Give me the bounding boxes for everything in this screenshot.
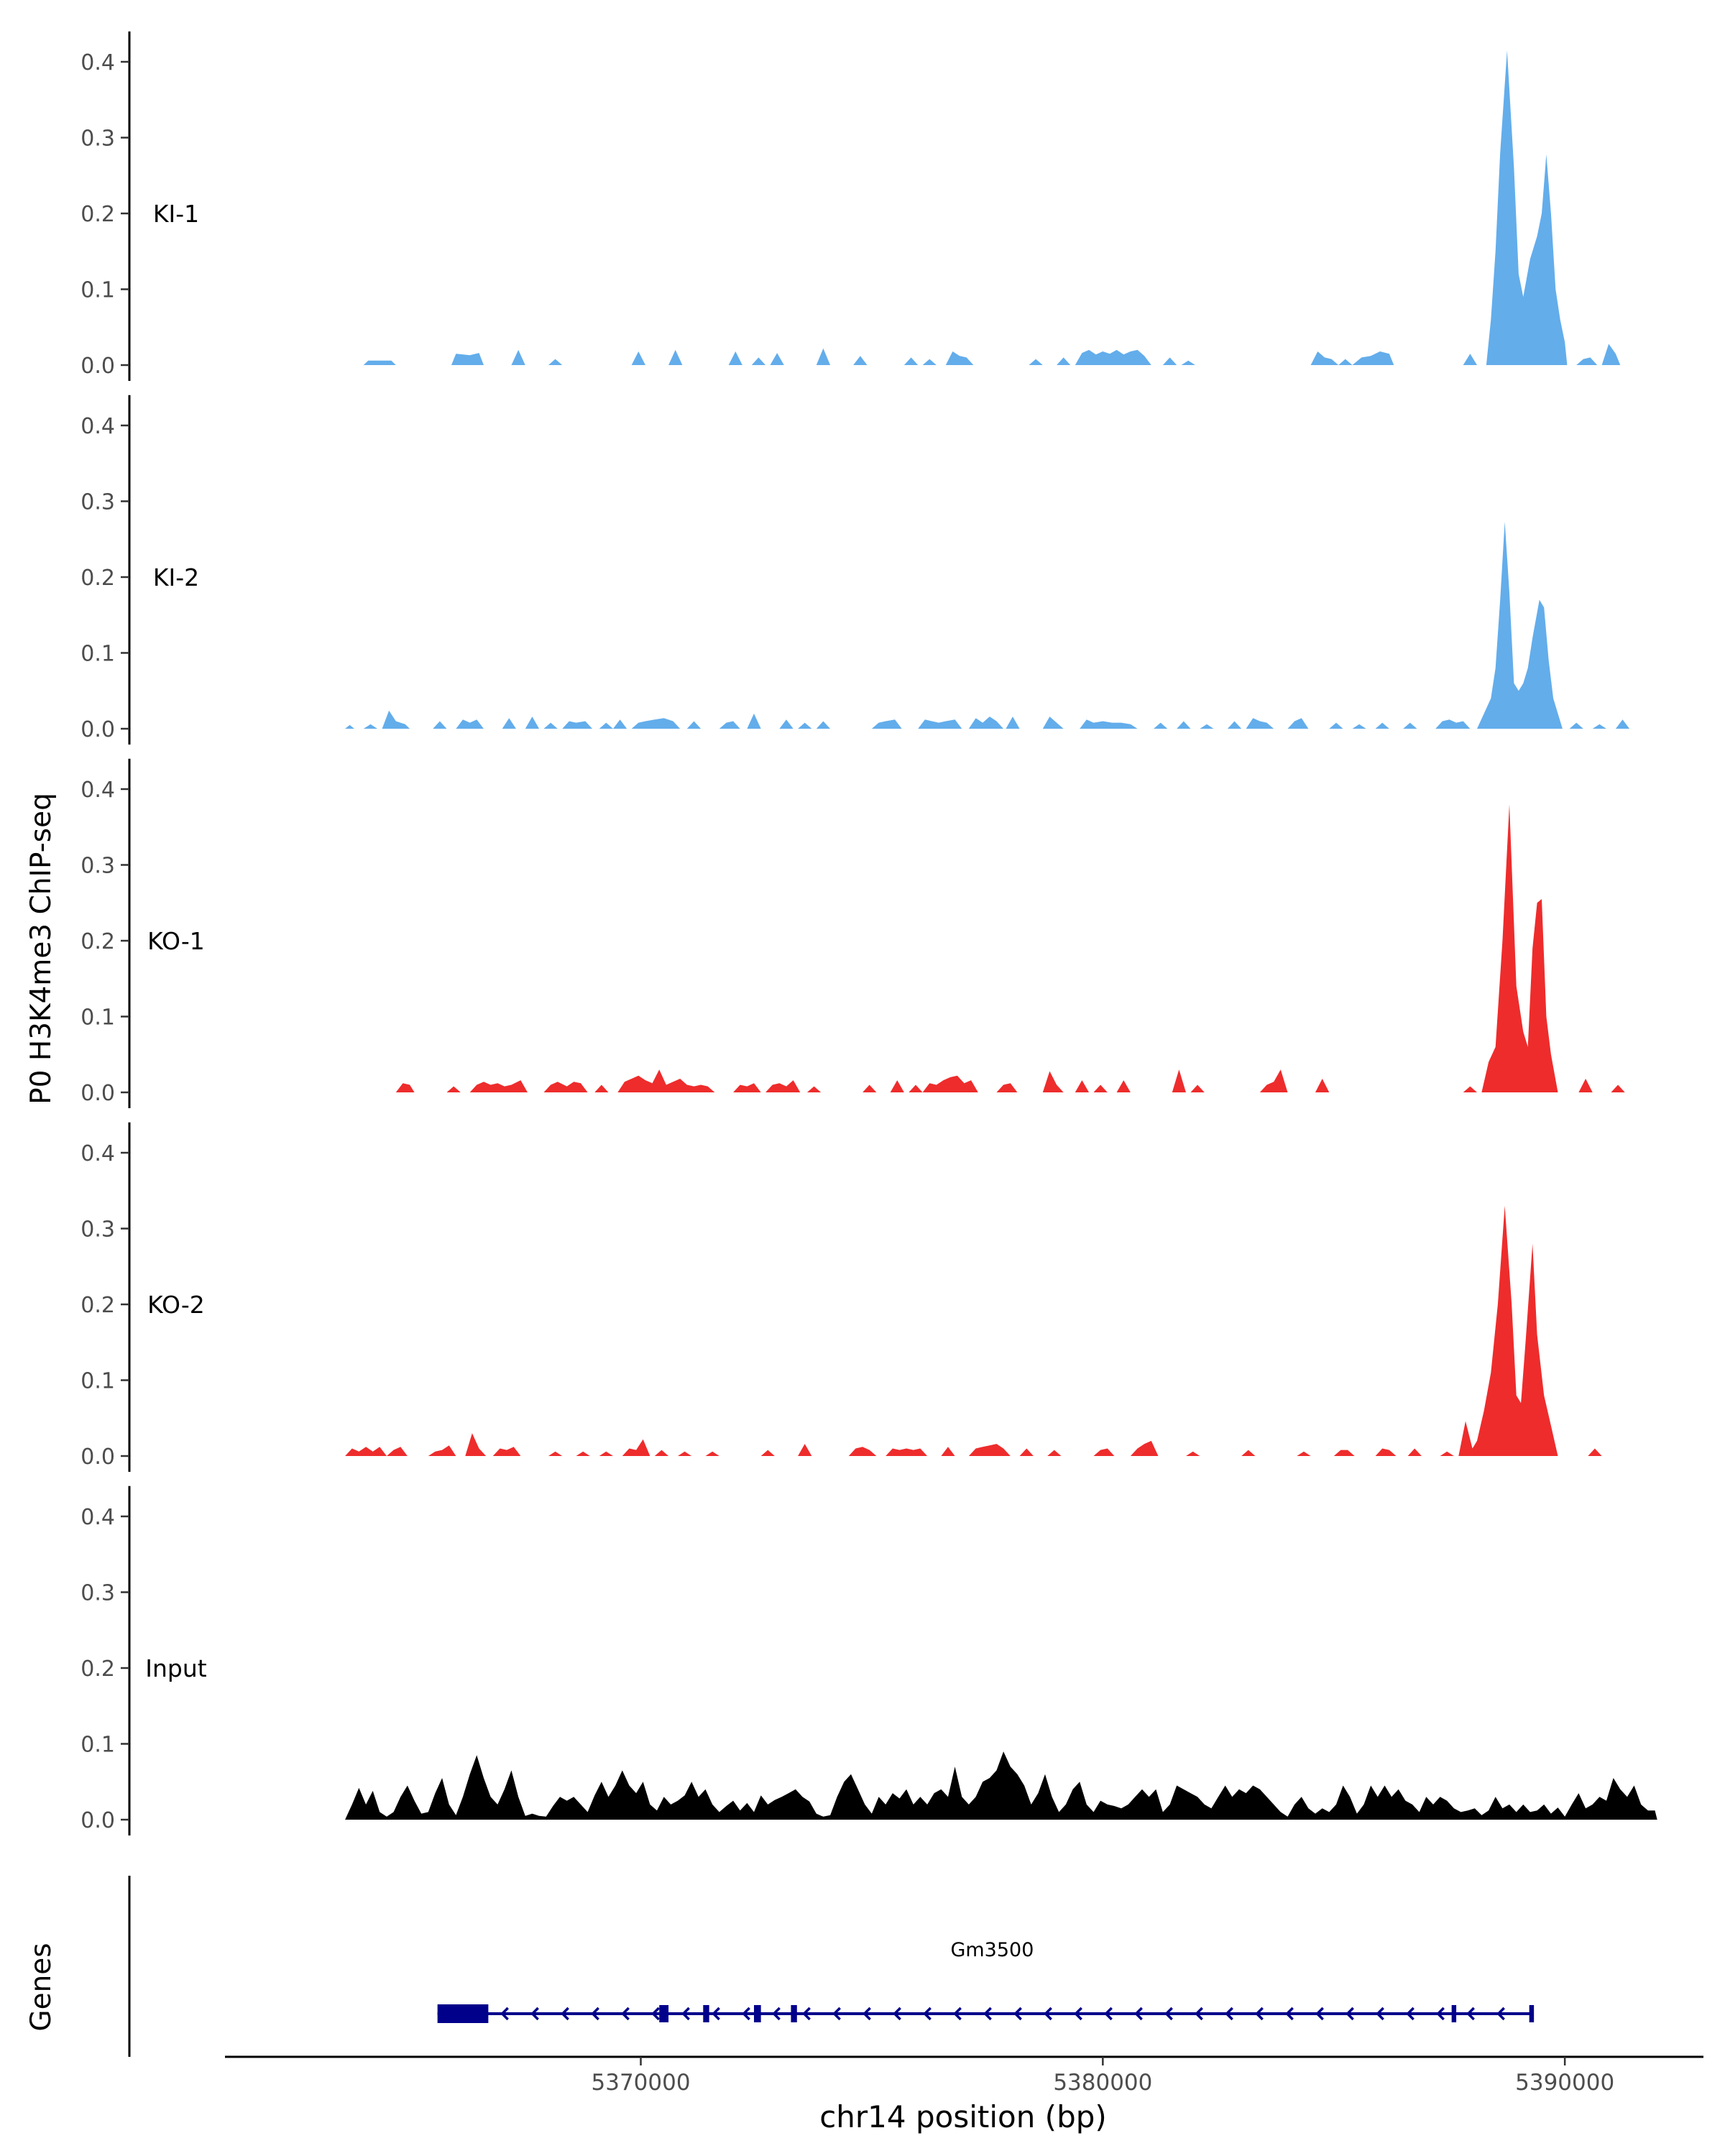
y-tick-label: 0.2 xyxy=(80,1657,115,1682)
track-ko-1: 0.0 0.1 0.2 0.3 0.4 KO-1 xyxy=(80,758,1625,1108)
y-tick-label: 0.2 xyxy=(80,1293,115,1318)
strand-arrow xyxy=(742,2007,750,2021)
strand-arrow xyxy=(802,2007,811,2021)
track-label: KI-2 xyxy=(153,563,199,591)
tracks-layer: 0.00.10.20.30.4KI-10.00.10.20.30.4KI-20.… xyxy=(80,31,1657,1835)
y-tick-label: 0.2 xyxy=(80,202,115,227)
strand-arrow xyxy=(1164,2007,1173,2021)
strand-arrow xyxy=(1496,2007,1505,2021)
y-tick-label: 0.3 xyxy=(80,1217,115,1243)
strand-arrow xyxy=(1376,2007,1384,2021)
y-tick-label: 0.3 xyxy=(80,1581,115,1606)
x-tick-label: 5380000 xyxy=(1053,2070,1152,2096)
strand-arrow xyxy=(1013,2007,1022,2021)
strand-arrow xyxy=(1466,2007,1475,2021)
y-tick-label: 0.0 xyxy=(80,717,115,742)
track-label: KO-2 xyxy=(147,1291,205,1319)
strand-arrow xyxy=(1225,2007,1233,2021)
strand-arrow xyxy=(1436,2007,1445,2021)
strand-arrow xyxy=(712,2007,720,2021)
y-tick-label: 0.2 xyxy=(80,929,115,954)
y-tick-label: 0.4 xyxy=(80,50,115,75)
y-tick-label: 0.0 xyxy=(80,1081,115,1106)
y-tick-label: 0.1 xyxy=(80,1005,115,1031)
gene-name: Gm3500 xyxy=(950,1939,1034,1961)
track-label: KI-1 xyxy=(153,200,199,228)
y-tick-label: 0.3 xyxy=(80,854,115,879)
y-tick-label: 0.4 xyxy=(80,1141,115,1166)
genes-panel: Gm3500 xyxy=(128,1876,1535,2057)
strand-arrow xyxy=(591,2007,599,2021)
exon xyxy=(791,2005,797,2022)
strand-arrow xyxy=(621,2007,630,2021)
strand-arrow xyxy=(1255,2007,1264,2021)
strand-arrow xyxy=(1346,2007,1354,2021)
y-tick-label: 0.1 xyxy=(80,642,115,667)
exon xyxy=(754,2005,761,2022)
y-tick-label: 0.4 xyxy=(80,414,115,439)
y-tick-label: 0.3 xyxy=(80,126,115,152)
signal-area-input xyxy=(345,1751,1657,1820)
strand-arrow xyxy=(832,2007,841,2021)
y-axis-title: P0 H3K4me3 ChIP-seq xyxy=(25,793,58,1105)
strand-arrow xyxy=(923,2007,932,2021)
y-tick-label: 0.4 xyxy=(80,1505,115,1530)
gene-gm3500: Gm3500 xyxy=(437,1939,1535,2023)
x-axis: 5370000 5380000 5390000 xyxy=(225,2055,1703,2096)
strand-arrow xyxy=(772,2007,781,2021)
strand-arrow xyxy=(500,2007,509,2021)
track-input: 0.0 0.1 0.2 0.3 0.4 Input xyxy=(80,1485,1657,1835)
track-ki-2: 0.0 0.1 0.2 0.3 0.4 KI-2 xyxy=(80,395,1630,745)
signal-area-ko-1 xyxy=(395,804,1625,1092)
signal-area-ki-1 xyxy=(363,50,1621,365)
exon xyxy=(659,2005,669,2022)
x-axis-title: chr14 position (bp) xyxy=(819,2099,1107,2134)
strand-arrow xyxy=(1134,2007,1143,2021)
signal-area-ko-2 xyxy=(345,1205,1602,1456)
signal-area-ki-2 xyxy=(345,522,1630,729)
y-tick-label: 0.3 xyxy=(80,490,115,515)
track-ki-1: 0.0 0.1 0.2 0.3 0.4 KI-1 xyxy=(80,31,1621,381)
strand-arrow xyxy=(1044,2007,1052,2021)
y-tick-label: 0.4 xyxy=(80,778,115,803)
exon xyxy=(703,2005,709,2022)
strand-arrow xyxy=(1195,2007,1203,2021)
y-tick-label: 0.0 xyxy=(80,1808,115,1833)
strand-arrow xyxy=(1074,2007,1082,2021)
strand-arrow xyxy=(1104,2007,1113,2021)
strand-arrow xyxy=(530,2007,539,2021)
track-label: Input xyxy=(145,1654,207,1682)
track-ko-2: 0.0 0.1 0.2 0.3 0.4 KO-2 xyxy=(80,1122,1602,1472)
strand-arrow xyxy=(1406,2007,1414,2021)
y-tick-label: 0.1 xyxy=(80,1733,115,1758)
strand-arrow xyxy=(681,2007,690,2021)
strand-arrow xyxy=(651,2007,660,2021)
strand-arrow xyxy=(983,2007,992,2021)
y-tick-label: 0.1 xyxy=(80,1369,115,1394)
y-tick-label: 0.1 xyxy=(80,278,115,303)
strand-arrow xyxy=(862,2007,871,2021)
track-label: KO-1 xyxy=(147,927,205,955)
exon xyxy=(1451,2005,1457,2022)
genes-axis-title: Genes xyxy=(25,1943,58,2031)
x-tick-label: 5390000 xyxy=(1515,2070,1614,2096)
strand-arrow xyxy=(561,2007,569,2021)
y-tick-label: 0.0 xyxy=(80,354,115,379)
strand-arrow xyxy=(1315,2007,1324,2021)
strand-arrow xyxy=(893,2007,901,2021)
x-tick-label: 5370000 xyxy=(592,2070,691,2096)
y-tick-label: 0.0 xyxy=(80,1445,115,1470)
strand-arrow xyxy=(1285,2007,1294,2021)
exon xyxy=(437,2004,489,2023)
strand-arrow xyxy=(953,2007,962,2021)
y-tick-label: 0.2 xyxy=(80,566,115,591)
